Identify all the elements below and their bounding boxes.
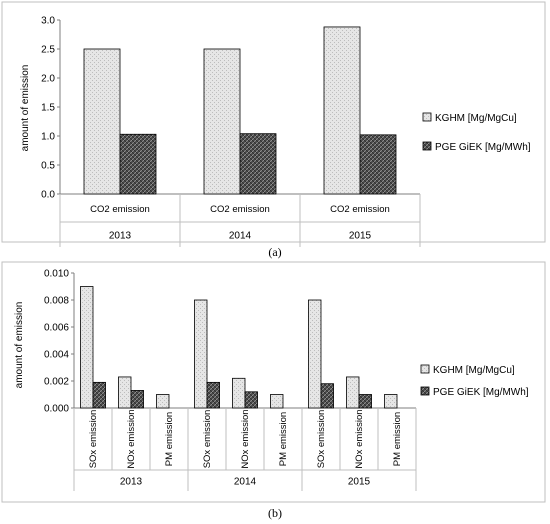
group-label: 2014 <box>234 477 257 488</box>
y-tick-label: 0.5 <box>41 161 55 172</box>
category-label: PM emission <box>392 412 403 466</box>
category-label: PM emission <box>164 412 175 466</box>
legend-swatch <box>420 386 430 396</box>
category-label: CO2 emission <box>90 204 150 215</box>
category-label: NOx emission <box>126 409 137 468</box>
y-tick-label: 0.000 <box>44 404 69 415</box>
y-tick-label: 0.0 <box>41 190 55 201</box>
bar <box>119 133 157 195</box>
legend-swatch <box>420 364 430 374</box>
legend-label: KGHM [Mg/MgCu] <box>433 365 515 376</box>
y-tick-label: 3.0 <box>41 16 55 27</box>
category-label: CO2 emission <box>210 204 270 215</box>
bar <box>239 133 277 195</box>
bar <box>323 26 361 195</box>
bar <box>118 376 132 409</box>
category-label: NOx emission <box>240 409 251 468</box>
bar <box>232 377 246 409</box>
bar <box>194 299 208 409</box>
bar <box>358 394 372 409</box>
bar <box>92 381 106 409</box>
panel-b-ylabel: amount of emission <box>14 302 25 389</box>
bar <box>130 390 144 409</box>
panel-a-legend: KGHM [Mg/MgCu] PGE GiEK [Mg/MWh] <box>422 112 531 153</box>
bar <box>384 394 398 409</box>
category-label: SOx emission <box>202 410 213 469</box>
bar <box>308 299 322 409</box>
category-label: CO2 emission <box>330 204 390 215</box>
panel-b-caption: (b) <box>268 506 282 520</box>
y-tick-label: 0.006 <box>44 323 69 334</box>
bar <box>206 381 220 409</box>
category-label: SOx emission <box>88 410 99 469</box>
bar <box>80 286 94 409</box>
bar <box>203 48 241 195</box>
bar <box>83 48 121 195</box>
bar <box>346 376 360 409</box>
legend-label: PGE GiEK [Mg/MWh] <box>433 387 529 398</box>
y-tick-label: 1.0 <box>41 132 55 143</box>
y-tick-label: 2.0 <box>41 74 55 85</box>
group-label: 2015 <box>348 477 371 488</box>
legend-swatch <box>422 112 432 122</box>
category-label: NOx emission <box>354 409 365 468</box>
category-label: PM emission <box>278 412 289 466</box>
bar <box>320 383 334 409</box>
y-tick-label: 0.010 <box>44 269 69 280</box>
legend-label: KGHM [Mg/MgCu] <box>435 113 517 124</box>
y-tick-label: 2.5 <box>41 45 55 56</box>
panel-a-plot: 0.0 0.5 1.0 1.5 2.0 2.5 3.0 CO2 emission 2013 CO2… <box>41 16 421 247</box>
bar <box>270 394 284 409</box>
panel-a-ylabel: amount of emission <box>20 65 31 152</box>
y-tick-label: 0.002 <box>44 377 69 388</box>
panel-b-plot: 0.000 0.002 0.004 0.006 0.008 0.010 SOx emissi… <box>44 269 417 491</box>
bar <box>359 134 397 195</box>
y-tick-label: 1.5 <box>41 103 55 114</box>
bar <box>244 391 258 409</box>
panel-a: 0.0 0.5 1.0 1.5 2.0 2.5 3.0 CO2 emission 2013 CO2… <box>1 1 546 247</box>
group-label: 2013 <box>120 477 143 488</box>
panel-a-caption: (a) <box>268 245 281 259</box>
group-label: 2015 <box>349 231 372 242</box>
panel-b-legend: KGHM [Mg/MgCu] PGE GiEK [Mg/MWh] <box>420 364 529 398</box>
y-tick-label: 0.008 <box>44 296 69 307</box>
bar <box>156 394 170 409</box>
panel-b: 0.000 0.002 0.004 0.006 0.008 0.010 SOx emissi… <box>1 261 546 503</box>
group-label: 2013 <box>109 231 132 242</box>
y-tick-label: 0.004 <box>44 350 69 361</box>
legend-label: PGE GiEK [Mg/MWh] <box>435 142 531 153</box>
legend-swatch <box>422 141 432 151</box>
group-label: 2014 <box>229 231 252 242</box>
category-label: SOx emission <box>316 410 327 469</box>
